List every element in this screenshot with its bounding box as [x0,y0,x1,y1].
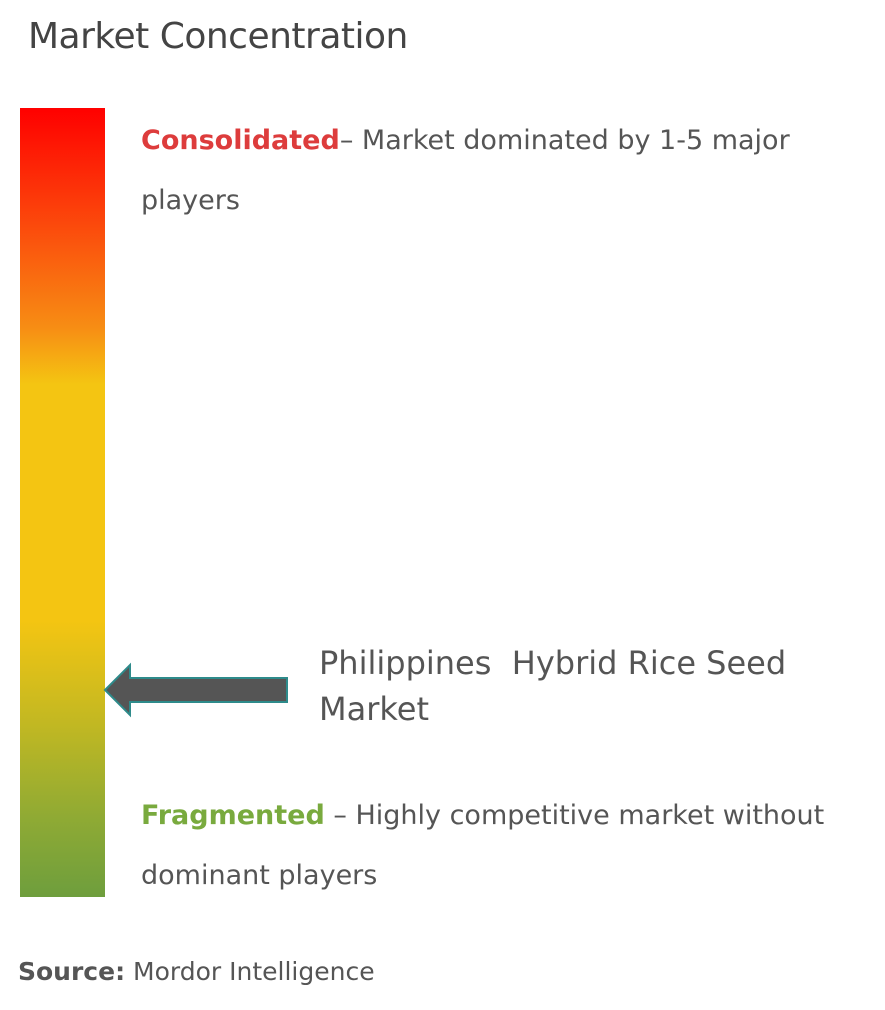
consolidated-description: – Market dominated by 1-5 major players [141,125,799,216]
fragmented-description: – Highly competitive market without domi… [141,800,833,891]
concentration-scale [20,108,105,897]
arrow-shape [103,662,288,718]
arrow [103,662,288,718]
source-label: Source: [18,957,126,986]
fragmented-row: Fragmented – Highly competitive market w… [141,786,851,906]
consolidated-label: Consolidated [141,125,340,156]
market-label: Philippines Hybrid Rice Seed Market [319,644,797,728]
source-text: Mordor Intelligence [125,957,375,986]
source: Source: Mordor Intelligence [18,957,375,986]
consolidated-row: Consolidated– Market dominated by 1-5 ma… [141,111,851,231]
title: Market Concentration [28,16,408,57]
fragmented-label: Fragmented [141,800,325,831]
